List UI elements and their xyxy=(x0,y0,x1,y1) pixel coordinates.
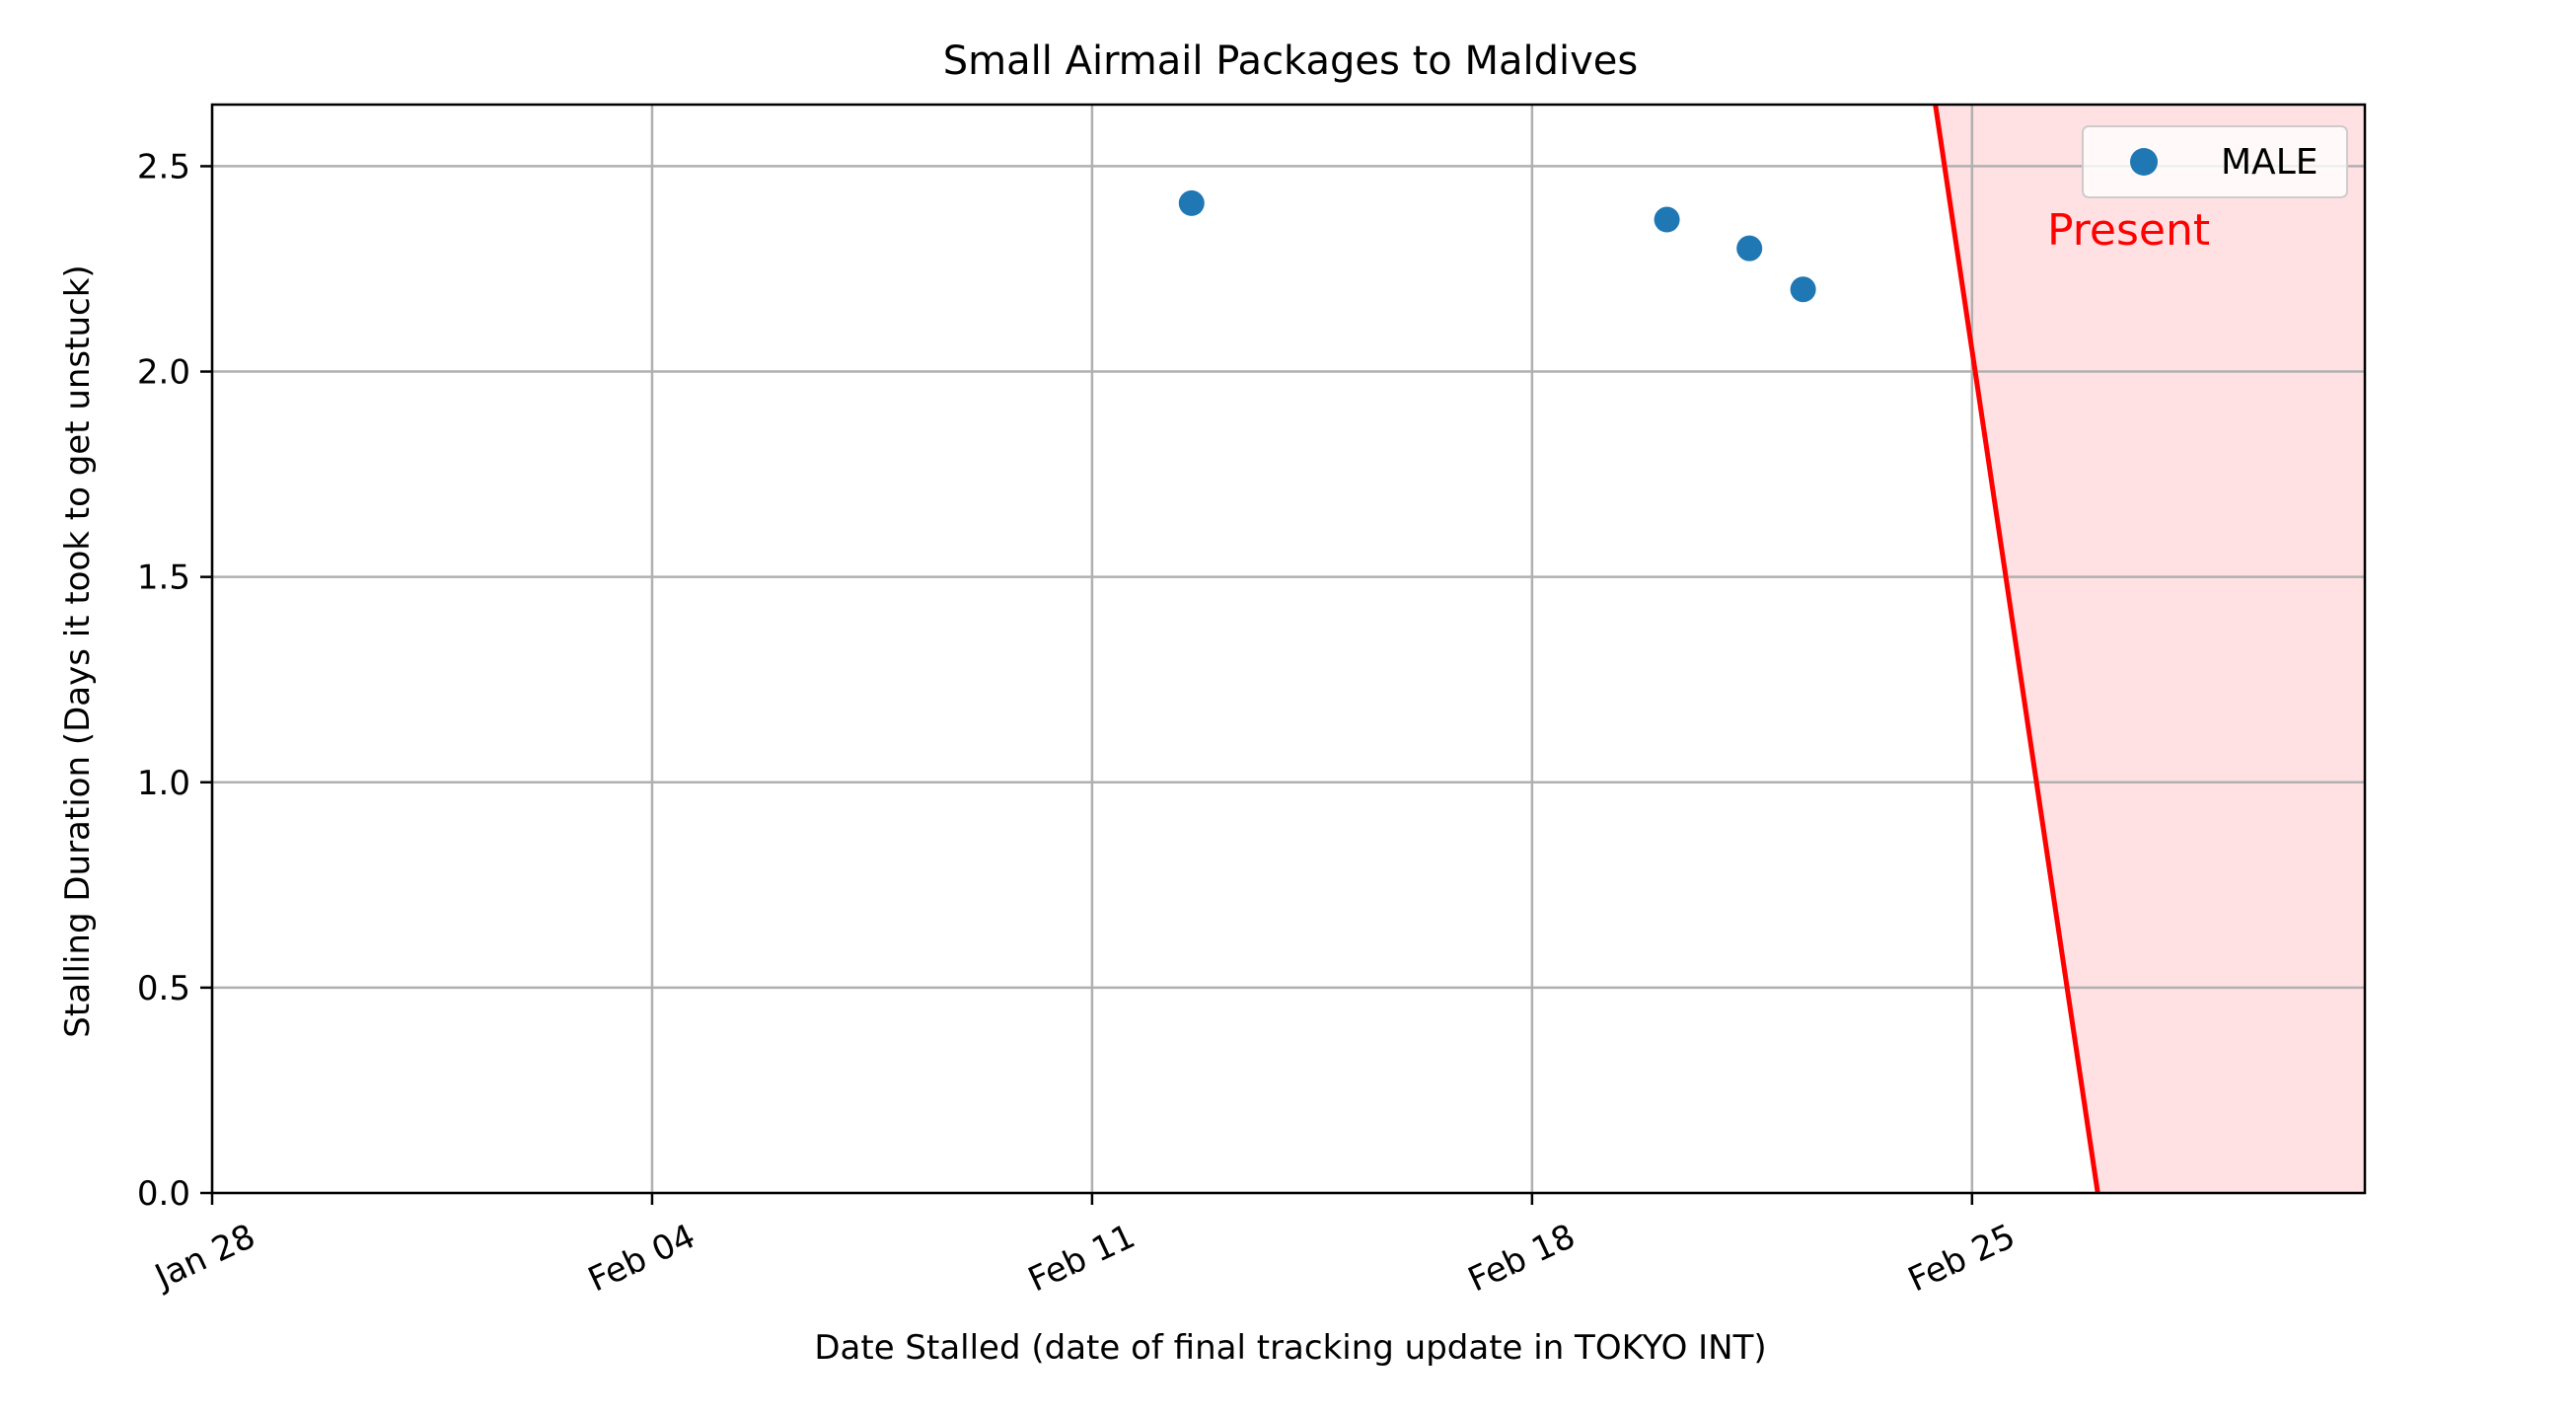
y-tick-label: 2.0 xyxy=(137,353,190,393)
points-layer xyxy=(1178,189,1816,303)
legend-marker xyxy=(2130,148,2158,176)
present-shade xyxy=(1935,105,2365,1193)
x-axis-label: Date Stalled (date of final tracking upd… xyxy=(814,1328,1766,1368)
data-point xyxy=(1178,189,1205,216)
present-line-layer xyxy=(1933,104,2100,1194)
y-tick-label: 1.5 xyxy=(137,559,190,598)
y-tick-label: 2.5 xyxy=(137,147,190,186)
legend: MALE xyxy=(2082,125,2348,198)
y-tick-label: 0.5 xyxy=(137,969,190,1008)
data-point xyxy=(1736,235,1763,261)
legend-label-male: MALE xyxy=(2221,142,2318,183)
y-tick-label: 1.0 xyxy=(137,764,190,803)
present-line xyxy=(1933,104,2100,1194)
y-axis-label: Stalling Duration (Days it took to get u… xyxy=(58,264,98,1037)
data-point xyxy=(1790,276,1816,303)
chart-title: Small Airmail Packages to Maldives xyxy=(943,38,1638,84)
present-shade-layer xyxy=(1935,105,2365,1193)
plot-frame xyxy=(210,103,2367,1195)
present-label: Present xyxy=(2047,205,2210,256)
legend-box xyxy=(2082,125,2348,198)
y-tick-label: 0.0 xyxy=(137,1174,190,1214)
data-point xyxy=(1654,206,1680,233)
